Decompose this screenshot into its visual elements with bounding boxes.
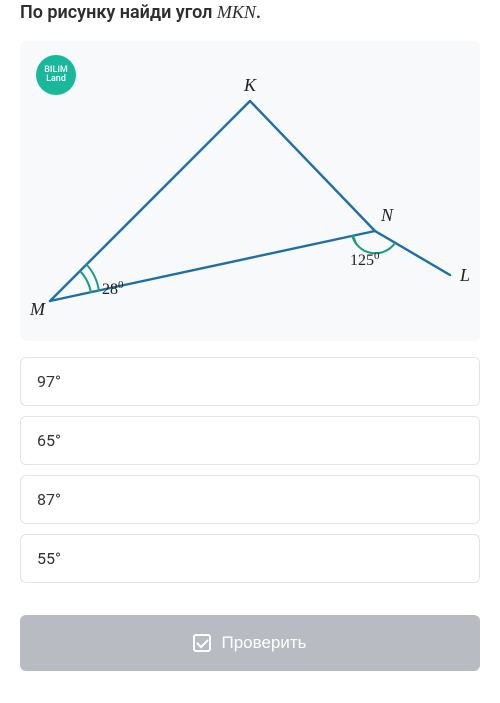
option-label: 97°: [37, 372, 61, 391]
answer-options: 97° 65° 87° 55°: [20, 357, 480, 583]
option-3[interactable]: 87°: [20, 475, 480, 524]
svg-text:L: L: [459, 265, 470, 285]
option-2[interactable]: 65°: [20, 416, 480, 465]
svg-text:N: N: [380, 205, 394, 225]
prompt-math: MKN: [217, 2, 256, 22]
option-1[interactable]: 97°: [20, 357, 480, 406]
svg-text:M: M: [29, 299, 46, 319]
check-button-label: Проверить: [221, 633, 306, 653]
svg-text:1250: 1250: [350, 250, 380, 269]
svg-text:K: K: [243, 75, 257, 95]
option-label: 65°: [37, 431, 61, 450]
geometry-diagram: 280 1250 M K N L: [20, 41, 480, 341]
option-4[interactable]: 55°: [20, 534, 480, 583]
option-label: 87°: [37, 490, 61, 509]
check-button[interactable]: Проверить: [20, 615, 480, 671]
checkbox-icon: [193, 634, 211, 652]
svg-text:280: 280: [102, 279, 124, 298]
prompt-suffix: .: [256, 2, 261, 23]
question-prompt: По рисунку найди угол MKN.: [20, 0, 480, 25]
diagram-panel: BILIM Land 2801250MKNL: [20, 41, 480, 341]
prompt-prefix: По рисунку найди угол: [20, 2, 217, 23]
option-label: 55°: [37, 549, 61, 568]
